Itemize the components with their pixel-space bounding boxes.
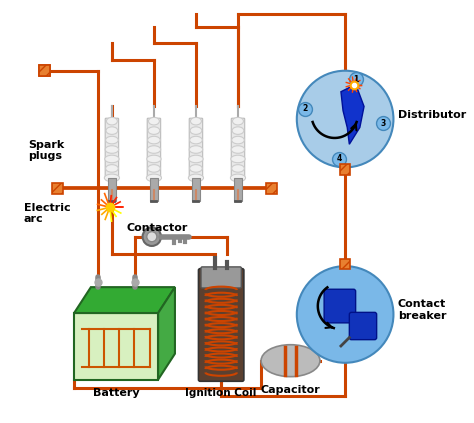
Ellipse shape	[261, 345, 320, 376]
Bar	[340, 259, 350, 269]
Text: Ignition Coil: Ignition Coil	[185, 388, 257, 398]
Ellipse shape	[230, 174, 246, 181]
Text: Electric
arc: Electric arc	[24, 203, 70, 224]
Ellipse shape	[232, 127, 244, 135]
Ellipse shape	[105, 155, 119, 163]
FancyBboxPatch shape	[105, 118, 118, 179]
FancyBboxPatch shape	[324, 289, 356, 323]
Text: Battery: Battery	[93, 388, 139, 398]
Bar	[150, 178, 158, 201]
Text: Contactor: Contactor	[127, 222, 188, 233]
Ellipse shape	[189, 146, 203, 153]
Text: 3: 3	[380, 119, 385, 128]
Bar	[234, 178, 242, 201]
Ellipse shape	[232, 165, 244, 172]
Text: Spark
plugs: Spark plugs	[28, 140, 64, 161]
Ellipse shape	[105, 146, 118, 153]
Ellipse shape	[107, 117, 118, 125]
FancyBboxPatch shape	[349, 312, 377, 340]
Bar	[52, 183, 63, 194]
Polygon shape	[158, 287, 175, 379]
Text: 4: 4	[336, 154, 341, 163]
Bar	[74, 313, 158, 379]
Text: Distributor: Distributor	[398, 110, 466, 120]
Ellipse shape	[148, 117, 159, 125]
Bar	[39, 66, 50, 76]
Ellipse shape	[147, 155, 161, 163]
Ellipse shape	[231, 155, 245, 163]
Ellipse shape	[106, 136, 118, 144]
Ellipse shape	[232, 136, 244, 144]
Polygon shape	[341, 88, 364, 144]
Ellipse shape	[233, 117, 244, 125]
Bar	[39, 66, 50, 76]
Ellipse shape	[147, 136, 160, 144]
Text: 2: 2	[302, 104, 308, 113]
FancyBboxPatch shape	[231, 118, 245, 179]
Circle shape	[147, 232, 157, 242]
Polygon shape	[74, 287, 175, 313]
FancyBboxPatch shape	[199, 269, 244, 381]
Ellipse shape	[188, 174, 203, 181]
FancyBboxPatch shape	[201, 267, 241, 288]
Ellipse shape	[191, 117, 201, 125]
Ellipse shape	[147, 146, 161, 153]
Ellipse shape	[231, 146, 245, 153]
Circle shape	[297, 71, 393, 168]
Text: 1: 1	[353, 74, 358, 84]
Bar	[340, 164, 350, 175]
FancyBboxPatch shape	[147, 118, 161, 179]
Ellipse shape	[147, 165, 160, 172]
Circle shape	[297, 266, 393, 363]
Text: Capacitor: Capacitor	[261, 385, 320, 395]
Bar	[266, 183, 277, 194]
Ellipse shape	[148, 127, 160, 135]
Text: Contact
breaker: Contact breaker	[398, 299, 446, 321]
Ellipse shape	[146, 174, 162, 181]
Ellipse shape	[106, 127, 118, 135]
Ellipse shape	[106, 165, 118, 172]
Ellipse shape	[190, 127, 202, 135]
Ellipse shape	[190, 165, 202, 172]
Ellipse shape	[189, 155, 203, 163]
Ellipse shape	[104, 174, 119, 181]
Circle shape	[143, 228, 161, 246]
Ellipse shape	[190, 136, 202, 144]
FancyBboxPatch shape	[189, 118, 203, 179]
Bar	[192, 178, 200, 201]
Bar	[108, 178, 116, 201]
